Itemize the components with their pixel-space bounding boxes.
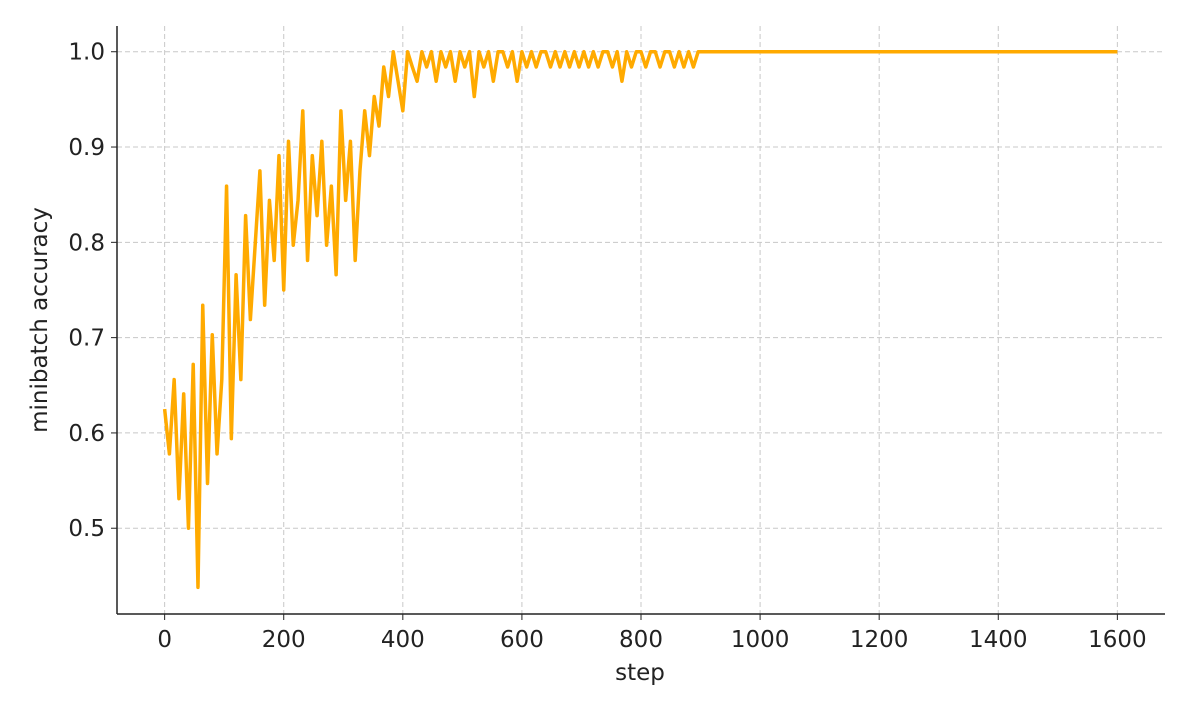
- x-tick-label: 1600: [1088, 627, 1147, 653]
- x-tick-label: 1400: [969, 627, 1028, 653]
- y-tick-label: 0.5: [68, 516, 105, 542]
- y-tick-label: 0.7: [68, 326, 105, 352]
- x-tick-label: 600: [500, 627, 544, 653]
- y-tick-label: 0.6: [68, 421, 105, 447]
- line: [162, 49, 1118, 590]
- y-tick-label: 1.0: [68, 40, 105, 66]
- y-tick-label: 0.8: [68, 230, 105, 256]
- y-axis-label: minibatch accuracy: [27, 207, 53, 433]
- x-tick-label: 0: [157, 627, 172, 653]
- y-tick-label: 0.9: [68, 135, 105, 161]
- x-tick-label: 1000: [731, 627, 790, 653]
- x-tick-label: 1200: [850, 627, 909, 653]
- x-tick-label: 800: [619, 627, 663, 653]
- x-axis-label: step: [615, 660, 665, 686]
- x-tick-label: 400: [381, 627, 425, 653]
- x-tick-label: 200: [262, 627, 306, 653]
